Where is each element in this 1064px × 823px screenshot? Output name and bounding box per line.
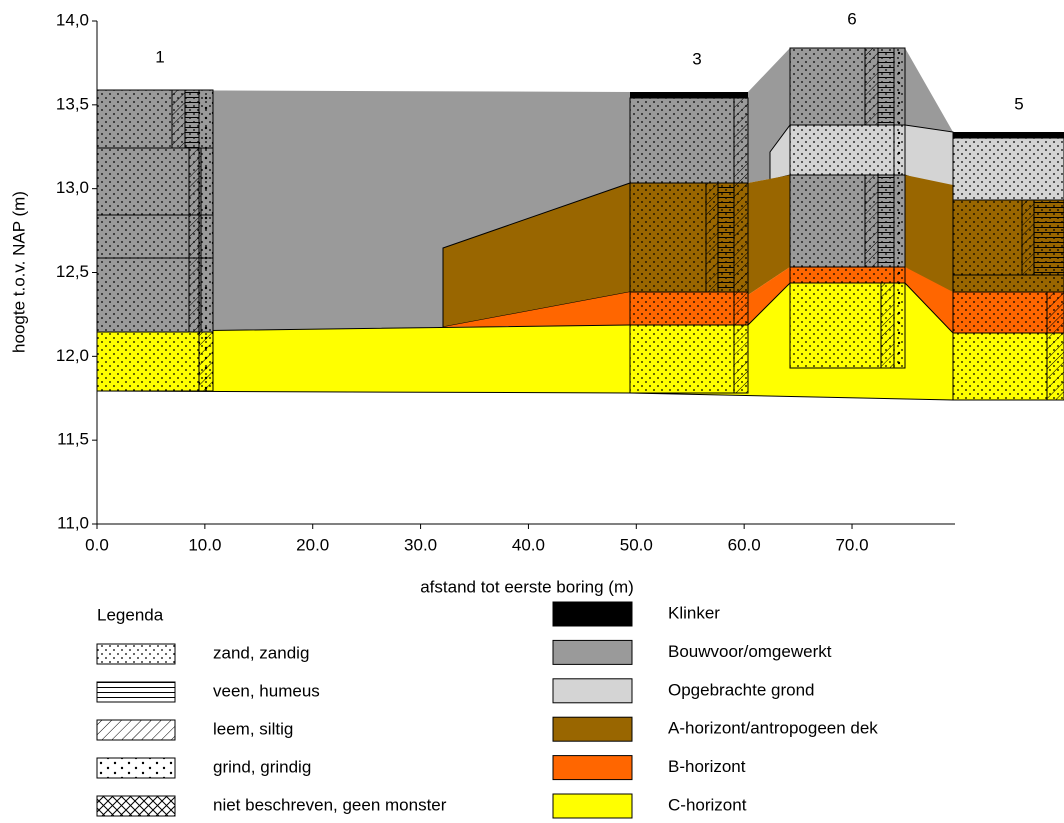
y-tick-label: 13,0 [56,178,89,197]
boring-6-veen [877,174,895,268]
x-axis-title: afstand tot eerste boring (m) [420,577,634,596]
boring-3-veen [717,182,735,293]
legend-label: veen, humeus [213,681,320,700]
boring-6-veen [877,47,895,126]
layer-a-horizont [905,175,953,292]
y-tick-label: 11,0 [57,513,89,532]
legend-label: Opgebrachte grond [668,680,815,699]
boring-label: 3 [692,49,701,68]
boring-3-leem [705,182,719,293]
y-tick-label: 14,0 [56,10,89,29]
legend-swatch [552,716,633,742]
legend-swatch [96,757,176,779]
boring-6-leem [880,282,895,369]
legend-swatch [552,601,633,627]
x-tick-label: 40.0 [512,535,545,554]
legend-swatch [96,643,176,665]
boring-1-leem [198,331,214,392]
layers [96,48,1064,401]
legend-label: leem, siltig [213,719,293,738]
boring-1-veen [184,89,200,149]
boring-label: 5 [1014,94,1023,113]
layer-a-horizont [748,175,790,295]
x-tick-label: 20.0 [296,535,329,554]
boring-6-grind [893,47,906,369]
legend-label: B-horizont [668,757,746,776]
boring-1-pattern [97,332,213,391]
legend-swatch [552,755,633,781]
legend-label: C-horizont [668,795,747,814]
boring-5-klinker [953,132,1064,138]
borings [96,47,1064,401]
legend-label: A-horizont/antropogeen dek [668,719,878,738]
legend-label: Bouwvoor/omgewerkt [668,642,832,661]
legend-swatch [552,639,633,665]
layer-bouwvoor [97,90,630,332]
y-tick-label: 12,5 [56,262,89,281]
y-tick-label: 11,5 [57,430,89,449]
legend-swatch [552,678,633,704]
boring-3-leem [733,97,749,394]
legend-swatch [96,719,176,741]
boring-1-leem [171,89,186,149]
boring-label: 6 [847,9,856,28]
x-tick-label: 60.0 [728,535,761,554]
x-tick-label: 10.0 [188,535,221,554]
y-tick-label: 12,0 [56,346,89,365]
legend-label: zand, zandig [213,643,309,662]
boring-label: 1 [155,47,164,66]
boring-5-veen [1033,199,1064,276]
y-tick-label: 13,5 [56,94,89,113]
y-axis-title: hoogte t.o.v. NAP (m) [9,191,28,353]
legend-label: grind, grindig [213,757,311,776]
x-tick-label: 0.0 [85,535,109,554]
boring-6-leem [864,47,879,126]
x-tick-label: 30.0 [404,535,437,554]
legend-label: niet beschreven, geen monster [213,795,447,814]
layer-b-horizont [443,292,630,327]
x-tick-label: 50.0 [620,535,653,554]
x-tick-label: 70.0 [835,535,868,554]
boring-5-leem [1021,199,1035,276]
legend-title: Legenda [97,605,164,624]
legend-swatch [96,681,176,703]
legend-swatch [96,795,176,817]
legend-swatch [552,793,633,819]
boring-5-leem [1046,291,1064,401]
boring-3-klinker [630,92,748,98]
boring-6-leem [864,174,879,268]
legend-label: Klinker [668,603,720,622]
